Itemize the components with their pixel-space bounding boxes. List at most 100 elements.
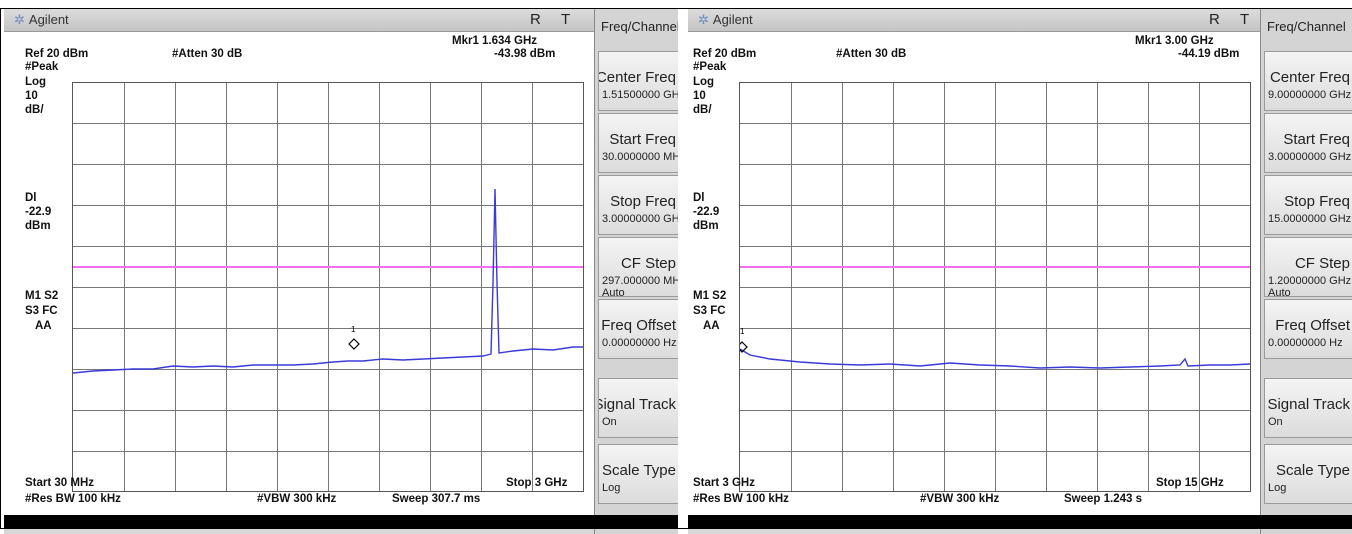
softkey-stop-freq[interactable]: Stop Freq 3.00000000 GHz <box>598 175 678 235</box>
status-t: T <box>1240 11 1250 28</box>
softkey-stop-freq[interactable]: Stop Freq 15.0000000 GHz <box>1264 175 1352 235</box>
softkey-panel: Freq/Channel Center Freq 1.51500000 GHz S… <box>594 9 678 534</box>
spectrum-graticule: 1 <box>739 82 1251 492</box>
analyzer-screen-right: ✲ Agilent R T Mkr1 3.00 GHz -44.19 dBm Re… <box>688 9 1352 534</box>
grid-vline <box>226 83 227 491</box>
brand-logo: ✲ Agilent <box>14 12 69 27</box>
softkey-panel: Freq/Channel Center Freq 9.00000000 GHz S… <box>1260 9 1352 534</box>
grid-vline <box>481 83 482 491</box>
softkey-menu-title: Freq/Channel <box>1267 19 1346 34</box>
softkey-signal-track[interactable]: Signal Track On <box>598 378 678 438</box>
res-bw-label: #Res BW 100 kHz <box>693 493 789 505</box>
softkey-center-freq[interactable]: Center Freq 9.00000000 GHz <box>1264 51 1352 111</box>
top-strip <box>0 0 1352 9</box>
grid-vline <box>944 83 945 491</box>
grid-vline <box>124 83 125 491</box>
trace-mode-3: AA <box>35 320 52 332</box>
softkey-start-freq[interactable]: Start Freq 30.0000000 MHz <box>598 113 678 173</box>
title-bar: ✲ Agilent R T <box>4 9 594 32</box>
grid-vline <box>842 83 843 491</box>
vbw-label: #VBW 300 kHz <box>920 493 1000 505</box>
display-line-value: -22.9 <box>25 206 52 218</box>
spectrum-graticule: 1 <box>72 82 584 492</box>
grid-vline <box>1097 83 1098 491</box>
status-bar <box>688 515 1352 529</box>
scale-log-label: Log <box>693 76 715 88</box>
softkey-center-freq[interactable]: Center Freq 1.51500000 GHz <box>598 51 678 111</box>
trace-line <box>73 188 583 374</box>
scale-log-label: Log <box>25 76 47 88</box>
softkey-cf-step[interactable]: CF Step 1.20000000 GHz Auto <box>1264 237 1352 297</box>
status-t: T <box>561 11 571 28</box>
marker-number: 1 <box>351 325 356 334</box>
marker-diamond <box>348 338 360 350</box>
trace-mode-2: S3 FC <box>693 305 726 317</box>
brand-logo: ✲ Agilent <box>698 12 753 27</box>
grid-vline <box>328 83 329 491</box>
softkey-scale-type[interactable]: Scale Type Log <box>598 444 678 504</box>
marker-amplitude: -43.98 dBm <box>494 48 556 60</box>
ref-level: Ref 20 dBm <box>693 48 757 60</box>
sweep-label: Sweep 307.7 ms <box>392 493 481 505</box>
grid-vline <box>430 83 431 491</box>
scale-unit: dB/ <box>693 104 712 116</box>
plot-area: Mkr1 1.634 GHz -43.98 dBm Ref 20 dBm #At… <box>4 32 594 520</box>
trace-mode-2: S3 FC <box>25 305 58 317</box>
grid-vline <box>532 83 533 491</box>
softkey-freq-offset[interactable]: Freq Offset 0.00000000 Hz <box>1264 299 1352 359</box>
marker-readout: Mkr1 3.00 GHz <box>1135 35 1214 47</box>
grid-vline <box>1046 83 1047 491</box>
softkey-cf-step[interactable]: CF Step 297.000000 MHz Auto <box>598 237 678 297</box>
attenuation: #Atten 30 dB <box>172 48 243 60</box>
display-line-label: Dl <box>25 192 37 204</box>
grid-vline <box>791 83 792 491</box>
spectrum-trace-left <box>73 188 583 374</box>
marker-diamond <box>740 341 748 353</box>
softkey-scale-type[interactable]: Scale Type Log <box>1264 444 1352 504</box>
status-bar <box>4 515 678 529</box>
plot-area: Mkr1 3.00 GHz -44.19 dBm Ref 20 dBm #Att… <box>688 32 1260 520</box>
softkey-signal-track[interactable]: Signal Track On <box>1264 378 1352 438</box>
trace-line <box>740 348 1250 369</box>
grid-vline <box>1199 83 1200 491</box>
status-r: R <box>1209 11 1220 28</box>
grid-vline <box>893 83 894 491</box>
sun-icon: ✲ <box>14 12 25 27</box>
detector-label: #Peak <box>693 61 727 73</box>
marker-readout: Mkr1 1.634 GHz <box>452 35 538 47</box>
attenuation: #Atten 30 dB <box>836 48 907 60</box>
softkey-menu-title: Freq/Channel <box>601 19 678 34</box>
display-line-unit: dBm <box>25 220 51 232</box>
grid-vline <box>995 83 996 491</box>
marker-number: 1 <box>740 327 745 336</box>
display-line-label: Dl <box>693 192 705 204</box>
grid-vline <box>379 83 380 491</box>
status-r: R <box>530 11 541 28</box>
grid-vline <box>1148 83 1149 491</box>
ref-level: Ref 20 dBm <box>25 48 89 60</box>
res-bw-label: #Res BW 100 kHz <box>25 493 121 505</box>
sweep-label: Sweep 1.243 s <box>1064 493 1142 505</box>
marker-amplitude: -44.19 dBm <box>1178 48 1240 60</box>
sun-icon: ✲ <box>698 12 709 27</box>
trace-mode-3: AA <box>703 320 720 332</box>
softkey-start-freq[interactable]: Start Freq 3.00000000 GHz <box>1264 113 1352 173</box>
start-freq-label: Start 3 GHz <box>693 477 755 489</box>
vbw-label: #VBW 300 kHz <box>257 493 337 505</box>
display-line <box>740 266 1250 268</box>
title-bar: ✲ Agilent R T <box>688 9 1260 32</box>
scale-unit: dB/ <box>25 104 44 116</box>
display-line-unit: dBm <box>693 220 719 232</box>
trace-mode-1: M1 S2 <box>25 290 59 302</box>
stop-freq-label: Stop 15 GHz <box>1156 477 1224 489</box>
softkey-freq-offset[interactable]: Freq Offset 0.00000000 Hz <box>598 299 678 359</box>
grid-vline <box>277 83 278 491</box>
start-freq-label: Start 30 MHz <box>25 477 95 489</box>
scale-div-value: 10 <box>25 90 38 102</box>
grid-vline <box>175 83 176 491</box>
spectrum-trace-right <box>740 341 1250 369</box>
trace-mode-1: M1 S2 <box>693 290 727 302</box>
display-line-value: -22.9 <box>693 206 720 218</box>
stop-freq-label: Stop 3 GHz <box>506 477 568 489</box>
analyzer-screen-left: ✲ Agilent R T Mkr1 1.634 GHz -43.98 dBm R… <box>4 9 678 534</box>
